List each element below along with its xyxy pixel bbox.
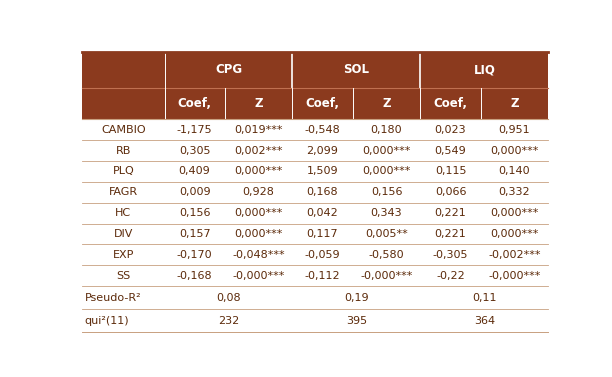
Bar xyxy=(82,309,548,332)
Text: 0,305: 0,305 xyxy=(179,146,211,156)
Text: 0,019***: 0,019*** xyxy=(234,125,283,135)
Text: 364: 364 xyxy=(474,316,495,326)
Text: -0,580: -0,580 xyxy=(368,250,405,260)
Bar xyxy=(82,119,548,140)
Text: -0,000***: -0,000*** xyxy=(233,271,285,280)
Bar xyxy=(82,182,548,203)
Text: 0,156: 0,156 xyxy=(371,187,402,197)
Text: Coef,: Coef, xyxy=(177,97,212,110)
Text: 0,140: 0,140 xyxy=(499,166,531,176)
Text: CAMBIO: CAMBIO xyxy=(101,125,146,135)
Text: DIV: DIV xyxy=(114,229,133,239)
Text: 0,023: 0,023 xyxy=(435,125,466,135)
Text: 0,08: 0,08 xyxy=(216,293,241,302)
Text: Z: Z xyxy=(510,97,519,110)
Text: -0,170: -0,170 xyxy=(177,250,212,260)
Text: 0,19: 0,19 xyxy=(344,293,369,302)
Bar xyxy=(82,265,548,286)
Text: 0,928: 0,928 xyxy=(242,187,275,197)
Text: 0,180: 0,180 xyxy=(371,125,402,135)
Text: 0,009: 0,009 xyxy=(179,187,211,197)
Text: 0,000***: 0,000*** xyxy=(490,229,539,239)
Bar xyxy=(82,203,548,224)
Text: Coef,: Coef, xyxy=(433,97,468,110)
Text: 395: 395 xyxy=(346,316,367,326)
Text: 0,221: 0,221 xyxy=(435,229,466,239)
Text: 0,117: 0,117 xyxy=(307,229,338,239)
Text: 0,000***: 0,000*** xyxy=(234,229,283,239)
Text: 0,332: 0,332 xyxy=(499,187,531,197)
Text: 0,066: 0,066 xyxy=(435,187,466,197)
Text: 0,168: 0,168 xyxy=(307,187,338,197)
Text: SOL: SOL xyxy=(343,63,370,77)
Bar xyxy=(82,88,548,119)
Text: 0,343: 0,343 xyxy=(371,208,402,218)
Text: 0,002***: 0,002*** xyxy=(234,146,283,156)
Text: 1,509: 1,509 xyxy=(307,166,338,176)
Text: -1,175: -1,175 xyxy=(177,125,212,135)
Bar xyxy=(82,244,548,265)
Text: Coef,: Coef, xyxy=(305,97,340,110)
Text: -0,305: -0,305 xyxy=(433,250,468,260)
Bar xyxy=(82,224,548,244)
Text: Z: Z xyxy=(382,97,391,110)
Text: -0,048***: -0,048*** xyxy=(232,250,285,260)
Bar xyxy=(82,161,548,182)
Text: 0,409: 0,409 xyxy=(179,166,211,176)
Text: 0,000***: 0,000*** xyxy=(234,208,283,218)
Text: 0,156: 0,156 xyxy=(179,208,211,218)
Bar xyxy=(82,52,548,88)
Text: -0,000***: -0,000*** xyxy=(360,271,412,280)
Text: -0,002***: -0,002*** xyxy=(488,250,541,260)
Text: 0,000***: 0,000*** xyxy=(490,208,539,218)
Text: 0,115: 0,115 xyxy=(435,166,466,176)
Text: CPG: CPG xyxy=(215,63,242,77)
Text: 0,000***: 0,000*** xyxy=(362,166,411,176)
Text: Pseudo-R²: Pseudo-R² xyxy=(84,293,141,302)
Text: SS: SS xyxy=(116,271,130,280)
Text: LIQ: LIQ xyxy=(474,63,495,77)
Text: Z: Z xyxy=(255,97,263,110)
Text: 0,157: 0,157 xyxy=(179,229,211,239)
Text: 0,000***: 0,000*** xyxy=(490,146,539,156)
Bar xyxy=(82,286,548,309)
Bar xyxy=(82,140,548,161)
Text: 0,000***: 0,000*** xyxy=(362,146,411,156)
Text: PLQ: PLQ xyxy=(113,166,134,176)
Text: 232: 232 xyxy=(218,316,239,326)
Text: 0,042: 0,042 xyxy=(307,208,338,218)
Text: 0,951: 0,951 xyxy=(499,125,531,135)
Text: 2,099: 2,099 xyxy=(307,146,338,156)
Text: -0,059: -0,059 xyxy=(305,250,340,260)
Text: 0,549: 0,549 xyxy=(435,146,466,156)
Text: -0,22: -0,22 xyxy=(436,271,465,280)
Text: qui²(11): qui²(11) xyxy=(84,316,129,326)
Text: 0,11: 0,11 xyxy=(472,293,497,302)
Text: EXP: EXP xyxy=(113,250,134,260)
Text: RB: RB xyxy=(116,146,131,156)
Text: 0,000***: 0,000*** xyxy=(234,166,283,176)
Text: 0,005**: 0,005** xyxy=(365,229,408,239)
Text: HC: HC xyxy=(115,208,132,218)
Text: -0,548: -0,548 xyxy=(305,125,340,135)
Text: -0,000***: -0,000*** xyxy=(488,271,540,280)
Text: 0,221: 0,221 xyxy=(435,208,466,218)
Text: -0,168: -0,168 xyxy=(177,271,212,280)
Text: FAGR: FAGR xyxy=(109,187,138,197)
Text: -0,112: -0,112 xyxy=(305,271,340,280)
